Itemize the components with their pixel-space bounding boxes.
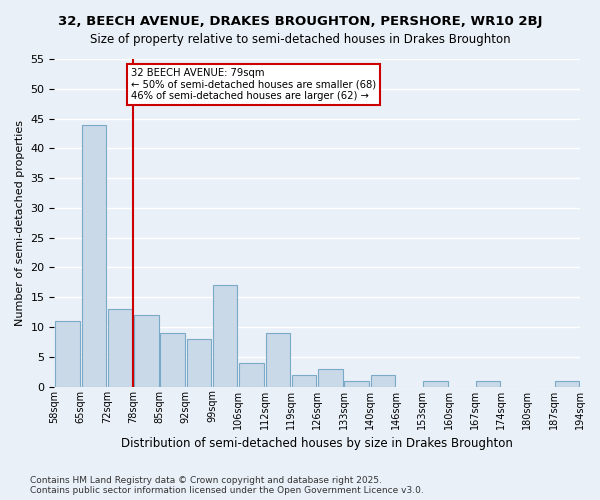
Bar	[554, 380, 579, 386]
Bar	[134, 315, 158, 386]
Bar	[239, 363, 264, 386]
Bar	[108, 309, 133, 386]
Bar	[160, 333, 185, 386]
Bar	[292, 374, 316, 386]
Y-axis label: Number of semi-detached properties: Number of semi-detached properties	[15, 120, 25, 326]
Bar	[318, 369, 343, 386]
Bar	[476, 380, 500, 386]
Bar	[82, 124, 106, 386]
Bar	[344, 380, 369, 386]
Bar	[187, 339, 211, 386]
X-axis label: Distribution of semi-detached houses by size in Drakes Broughton: Distribution of semi-detached houses by …	[121, 437, 513, 450]
Text: 32, BEECH AVENUE, DRAKES BROUGHTON, PERSHORE, WR10 2BJ: 32, BEECH AVENUE, DRAKES BROUGHTON, PERS…	[58, 15, 542, 28]
Bar	[266, 333, 290, 386]
Bar	[423, 380, 448, 386]
Text: 32 BEECH AVENUE: 79sqm
← 50% of semi-detached houses are smaller (68)
46% of sem: 32 BEECH AVENUE: 79sqm ← 50% of semi-det…	[131, 68, 376, 101]
Bar	[55, 321, 80, 386]
Text: Size of property relative to semi-detached houses in Drakes Broughton: Size of property relative to semi-detach…	[89, 32, 511, 46]
Text: Contains HM Land Registry data © Crown copyright and database right 2025.
Contai: Contains HM Land Registry data © Crown c…	[30, 476, 424, 495]
Bar	[213, 286, 238, 386]
Bar	[371, 374, 395, 386]
